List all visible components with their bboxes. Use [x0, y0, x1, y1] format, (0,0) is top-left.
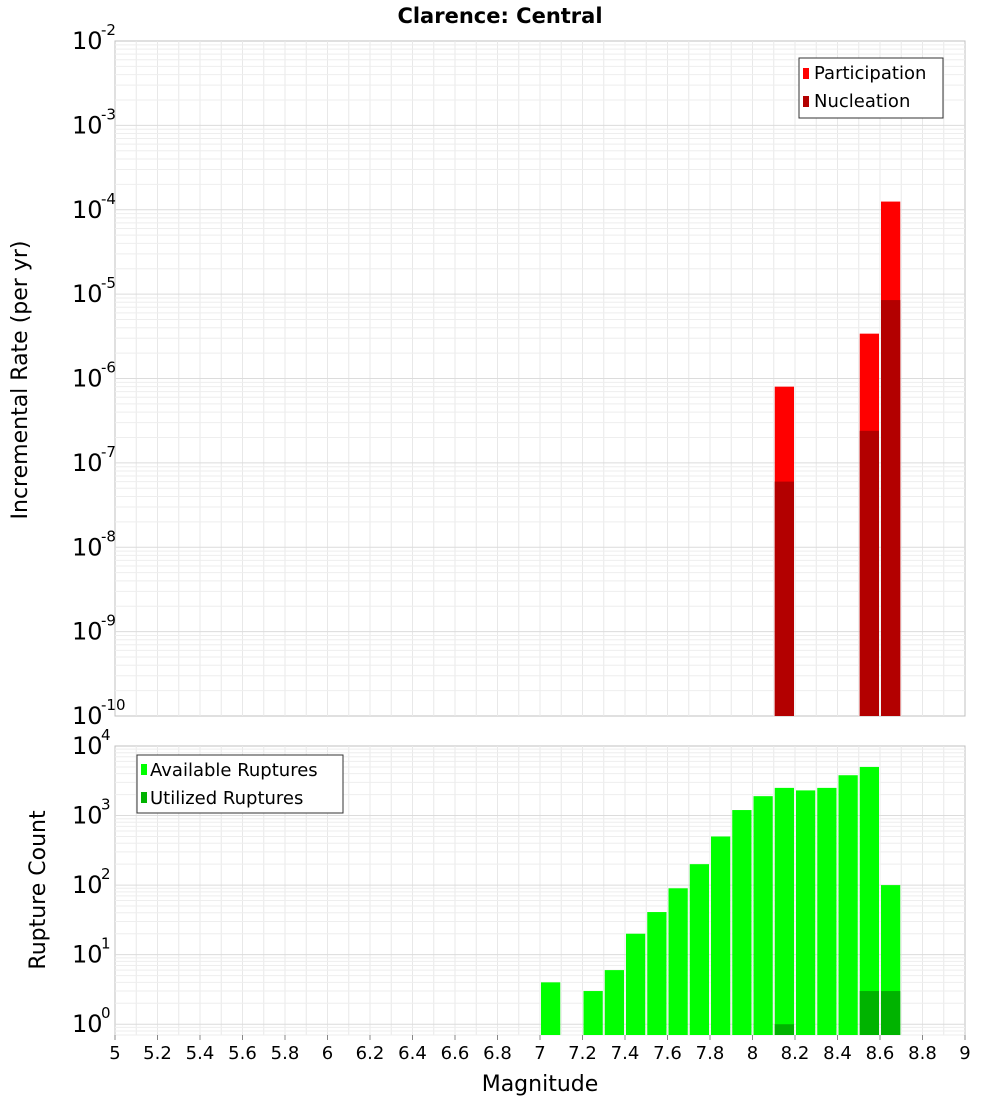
bottom-legend-label: Available Ruptures — [150, 760, 318, 781]
bottom-bar — [711, 836, 731, 1035]
x-axis-label: Magnitude — [482, 1072, 599, 1097]
x-tick-label: 5.6 — [228, 1043, 257, 1064]
top-legend-box — [798, 57, 944, 119]
top-y-axis-label: Incremental Rate (per yr) — [8, 241, 33, 520]
bottom-bar — [817, 787, 837, 1035]
top-y-tick-exponent: -4 — [101, 190, 116, 208]
x-tick-label: 7.4 — [611, 1043, 640, 1064]
x-tick-label: 6 — [322, 1043, 333, 1064]
x-tick-label: 7 — [534, 1043, 545, 1064]
bottom-y-tick-exponent: 1 — [101, 935, 111, 953]
top-y-tick-label: 10 — [72, 196, 103, 224]
bottom-y-tick-label: 10 — [72, 1010, 103, 1038]
x-tick-label: 5.8 — [271, 1043, 300, 1064]
bottom-y-tick-label: 10 — [72, 732, 103, 760]
top-y-tick-exponent: -10 — [101, 696, 126, 714]
bottom-bar — [774, 1024, 794, 1035]
bottom-bar — [881, 991, 901, 1035]
bottom-bar — [541, 982, 561, 1035]
top-bar — [881, 300, 901, 716]
top-panel: 10-1010-910-810-710-610-510-410-310-2Par… — [72, 21, 966, 730]
top-y-tick-exponent: -7 — [101, 443, 116, 461]
top-y-tick-label: 10 — [72, 449, 103, 477]
x-tick-label: 5.4 — [186, 1043, 215, 1064]
bottom-y-axis-label: Rupture Count — [26, 810, 51, 970]
top-bar — [774, 481, 794, 716]
x-tick-label: 8.6 — [866, 1043, 895, 1064]
bottom-y-tick-exponent: 2 — [101, 865, 111, 883]
top-y-tick-label: 10 — [72, 702, 103, 730]
bottom-bar — [583, 991, 603, 1035]
bottom-bar — [689, 864, 709, 1035]
bottom-legend-label: Utilized Ruptures — [150, 788, 303, 809]
bottom-bar — [647, 912, 667, 1035]
top-bar — [859, 430, 879, 716]
x-tick-label: 5.2 — [143, 1043, 172, 1064]
bottom-bar — [626, 933, 646, 1035]
bottom-bar — [732, 810, 752, 1035]
bottom-series-1 — [774, 991, 901, 1035]
top-legend-label: Participation — [814, 63, 926, 84]
bottom-bar — [838, 775, 858, 1035]
bottom-legend-swatch — [141, 764, 147, 775]
top-grid — [115, 41, 965, 716]
x-tick-label: 5 — [109, 1043, 120, 1064]
top-y-tick-exponent: -9 — [101, 612, 116, 630]
bottom-y-tick-label: 10 — [72, 871, 103, 899]
bottom-y-tick-label: 10 — [72, 802, 103, 830]
bottom-bar — [859, 766, 879, 1035]
x-tick-label: 6.8 — [483, 1043, 512, 1064]
bottom-bar — [753, 796, 773, 1035]
chart-title: Clarence: Central — [397, 4, 602, 28]
top-series-1 — [774, 300, 901, 716]
x-tick-label: 6.6 — [441, 1043, 470, 1064]
x-tick-label: 9 — [959, 1043, 970, 1064]
x-tick-label: 8.2 — [781, 1043, 810, 1064]
top-legend-label: Nucleation — [814, 91, 910, 112]
bottom-y-tick-exponent: 0 — [101, 1004, 111, 1022]
top-legend-swatch — [803, 68, 809, 79]
x-tick-label: 6.2 — [356, 1043, 385, 1064]
top-y-tick-exponent: -3 — [101, 105, 116, 123]
top-y-tick-label: 10 — [72, 533, 103, 561]
bottom-legend-swatch — [141, 792, 147, 803]
bottom-y-tick-exponent: 3 — [101, 796, 111, 814]
top-y-tick-exponent: -8 — [101, 527, 116, 545]
x-axis-ticks: 5 5.2 5.4 5.6 5.8 6 6.2 6.4 6.6 6.8 7 7.2 7.4 7.6 7.8 8… — [109, 1035, 971, 1064]
bottom-series-0 — [541, 766, 901, 1035]
top-y-tick-exponent: -5 — [101, 274, 116, 292]
bottom-bar — [796, 790, 816, 1035]
top-legend-swatch — [803, 96, 809, 107]
top-y-tick-exponent: -6 — [101, 359, 116, 377]
bottom-y-tick-label: 10 — [72, 941, 103, 969]
x-tick-label: 6.4 — [398, 1043, 427, 1064]
x-tick-label: 8.4 — [823, 1043, 852, 1064]
top-y-tick-label: 10 — [72, 27, 103, 55]
bottom-bar — [859, 991, 879, 1035]
bottom-y-tick-exponent: 4 — [101, 726, 111, 744]
top-y-tick-label: 10 — [72, 280, 103, 308]
bottom-legend-box — [136, 754, 344, 814]
bottom-bar — [668, 888, 688, 1035]
x-tick-label: 8.8 — [908, 1043, 937, 1064]
bottom-bar — [604, 970, 624, 1035]
top-y-tick-label: 10 — [72, 111, 103, 139]
x-tick-label: 7.8 — [696, 1043, 725, 1064]
x-tick-label: 7.6 — [653, 1043, 682, 1064]
bottom-bar — [774, 787, 794, 1035]
x-tick-label: 8 — [747, 1043, 758, 1064]
top-y-tick-exponent: -2 — [101, 21, 116, 39]
top-y-tick-label: 10 — [72, 365, 103, 393]
x-tick-label: 7.2 — [568, 1043, 597, 1064]
top-y-tick-label: 10 — [72, 618, 103, 646]
